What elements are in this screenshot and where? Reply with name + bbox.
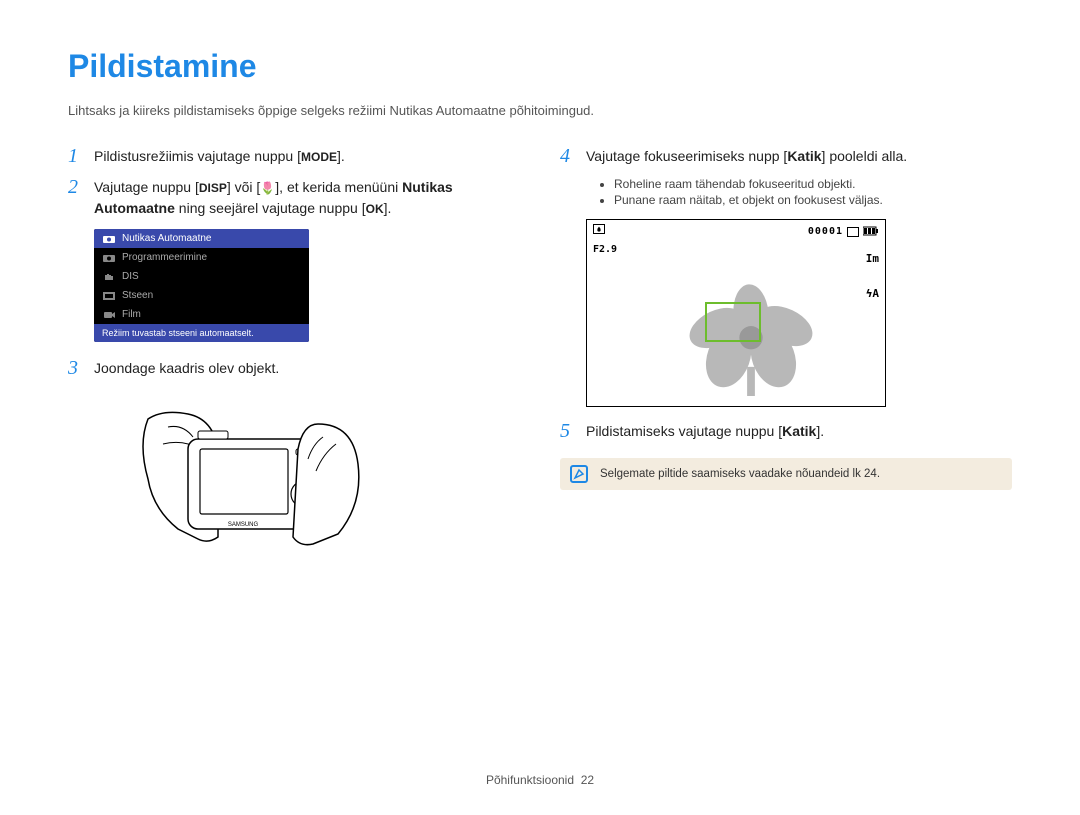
step-number: 1 (68, 146, 84, 166)
hand-icon (102, 272, 116, 282)
step-1: 1 Pildistusrežiimis vajutage nuppu [MODE… (68, 146, 520, 167)
disp-button-label: DISP (199, 179, 227, 197)
menu-item-label: DIS (122, 271, 139, 282)
footer-label: Põhifunktsioonid (486, 773, 574, 787)
bullet-item: Roheline raam tähendab fokuseeritud obje… (614, 177, 1012, 191)
menu-item-film: Film (94, 305, 309, 324)
right-column: 4 Vajutage fokuseerimiseks nupp [Katik] … (560, 146, 1012, 559)
page: Pildistamine Lihtsaks ja kiireks pildist… (0, 0, 1080, 579)
step-2: 2 Vajutage nuppu [DISP] või [🌷], et keri… (68, 177, 520, 219)
aperture-value: F2.9 (593, 244, 617, 255)
step-number: 2 (68, 177, 84, 197)
menu-item-label: Film (122, 309, 141, 320)
step-4: 4 Vajutage fokuseerimiseks nupp [Katik] … (560, 146, 1012, 167)
step-number: 3 (68, 358, 84, 378)
camera-p-icon (102, 253, 116, 263)
tip-box: Selgemate piltide saamiseks vaadake nõua… (560, 458, 1012, 490)
text-fragment: ] pooleldi alla. (822, 148, 908, 164)
flash-auto-icon: ϟA (866, 287, 879, 300)
text-fragment: ning seejärel vajutage nuppu [ (175, 200, 366, 216)
page-title: Pildistamine (68, 48, 1012, 85)
camera-hold-illustration: SAMSUNG (128, 389, 368, 559)
text-fragment: Vajutage nuppu [ (94, 179, 199, 195)
mode-button-label: MODE (301, 148, 337, 166)
camera-icon (102, 234, 116, 244)
lcd-top-right-icons: 00001 (808, 224, 879, 239)
content-columns: 1 Pildistusrežiimis vajutage nuppu [MODE… (68, 146, 1012, 559)
page-subtitle: Lihtsaks ja kiireks pildistamiseks õppig… (68, 103, 1012, 118)
battery-icon (863, 224, 879, 239)
text-fragment: Pildistamiseks vajutage nuppu [ (586, 423, 782, 439)
menu-item-label: Stseen (122, 290, 153, 301)
scene-icon (102, 291, 116, 301)
text-fragment: ]. (337, 148, 345, 164)
text-fragment: Pildistusrežiimis vajutage nuppu [ (94, 148, 301, 164)
menu-item-scene: Stseen (94, 286, 309, 305)
page-footer: Põhifunktsioonid 22 (0, 773, 1080, 787)
tip-text: Selgemate piltide saamiseks vaadake nõua… (600, 468, 880, 480)
menu-item-dis: DIS (94, 267, 309, 286)
step-number: 5 (560, 421, 576, 441)
text-fragment: ]. (384, 200, 392, 216)
macro-icon: 🌷 (260, 179, 275, 197)
step-3: 3 Joondage kaadris olev objekt. (68, 358, 520, 379)
step-text: Vajutage nuppu [DISP] või [🌷], et kerida… (94, 177, 520, 219)
storage-icon (847, 227, 859, 237)
text-fragment: ]. (816, 423, 824, 439)
bullet-item: Punane raam näitab, et objekt on fookuse… (614, 193, 1012, 207)
step-text: Pildistamiseks vajutage nuppu [Katik]. (586, 421, 824, 442)
lcd-top-left-icons (593, 224, 605, 234)
step-number: 4 (560, 146, 576, 166)
macro-indicator-icon (593, 224, 605, 234)
step-text: Vajutage fokuseerimiseks nupp [Katik] po… (586, 146, 907, 167)
step-5: 5 Pildistamiseks vajutage nuppu [Katik]. (560, 421, 1012, 442)
image-size-label: Im (866, 252, 879, 265)
bullet-list: Roheline raam tähendab fokuseeritud obje… (600, 177, 1012, 207)
tip-icon (570, 465, 588, 483)
bold-text: Katik (782, 423, 816, 439)
svg-text:SAMSUNG: SAMSUNG (228, 522, 259, 528)
menu-item-label: Programmeerimine (122, 252, 207, 263)
page-number: 22 (581, 773, 594, 787)
film-icon (102, 310, 116, 320)
left-column: 1 Pildistusrežiimis vajutage nuppu [MODE… (68, 146, 520, 559)
mode-menu-screenshot: Nutikas Automaatne Programmeerimine DIS (94, 229, 309, 342)
text-fragment: ], et kerida menüüni (275, 179, 402, 195)
shot-counter: 00001 (808, 226, 843, 237)
text-fragment: ] või [ (227, 179, 260, 195)
lcd-right-icons: Im ϟA (866, 252, 879, 300)
menu-footer-text: Režiim tuvastab stseeni automaatselt. (94, 324, 309, 342)
lcd-preview: 00001 F2.9 Im ϟA (586, 219, 886, 407)
menu-item-program: Programmeerimine (94, 248, 309, 267)
focus-frame (705, 302, 761, 342)
menu-item-smart-auto: Nutikas Automaatne (94, 229, 309, 248)
text-fragment: Vajutage fokuseerimiseks nupp [ (586, 148, 787, 164)
step-text: Pildistusrežiimis vajutage nuppu [MODE]. (94, 146, 345, 167)
menu-item-label: Nutikas Automaatne (122, 233, 212, 244)
ok-button-label: OK (366, 200, 384, 218)
step-text: Joondage kaadris olev objekt. (94, 358, 279, 379)
bold-text: Katik (787, 148, 821, 164)
